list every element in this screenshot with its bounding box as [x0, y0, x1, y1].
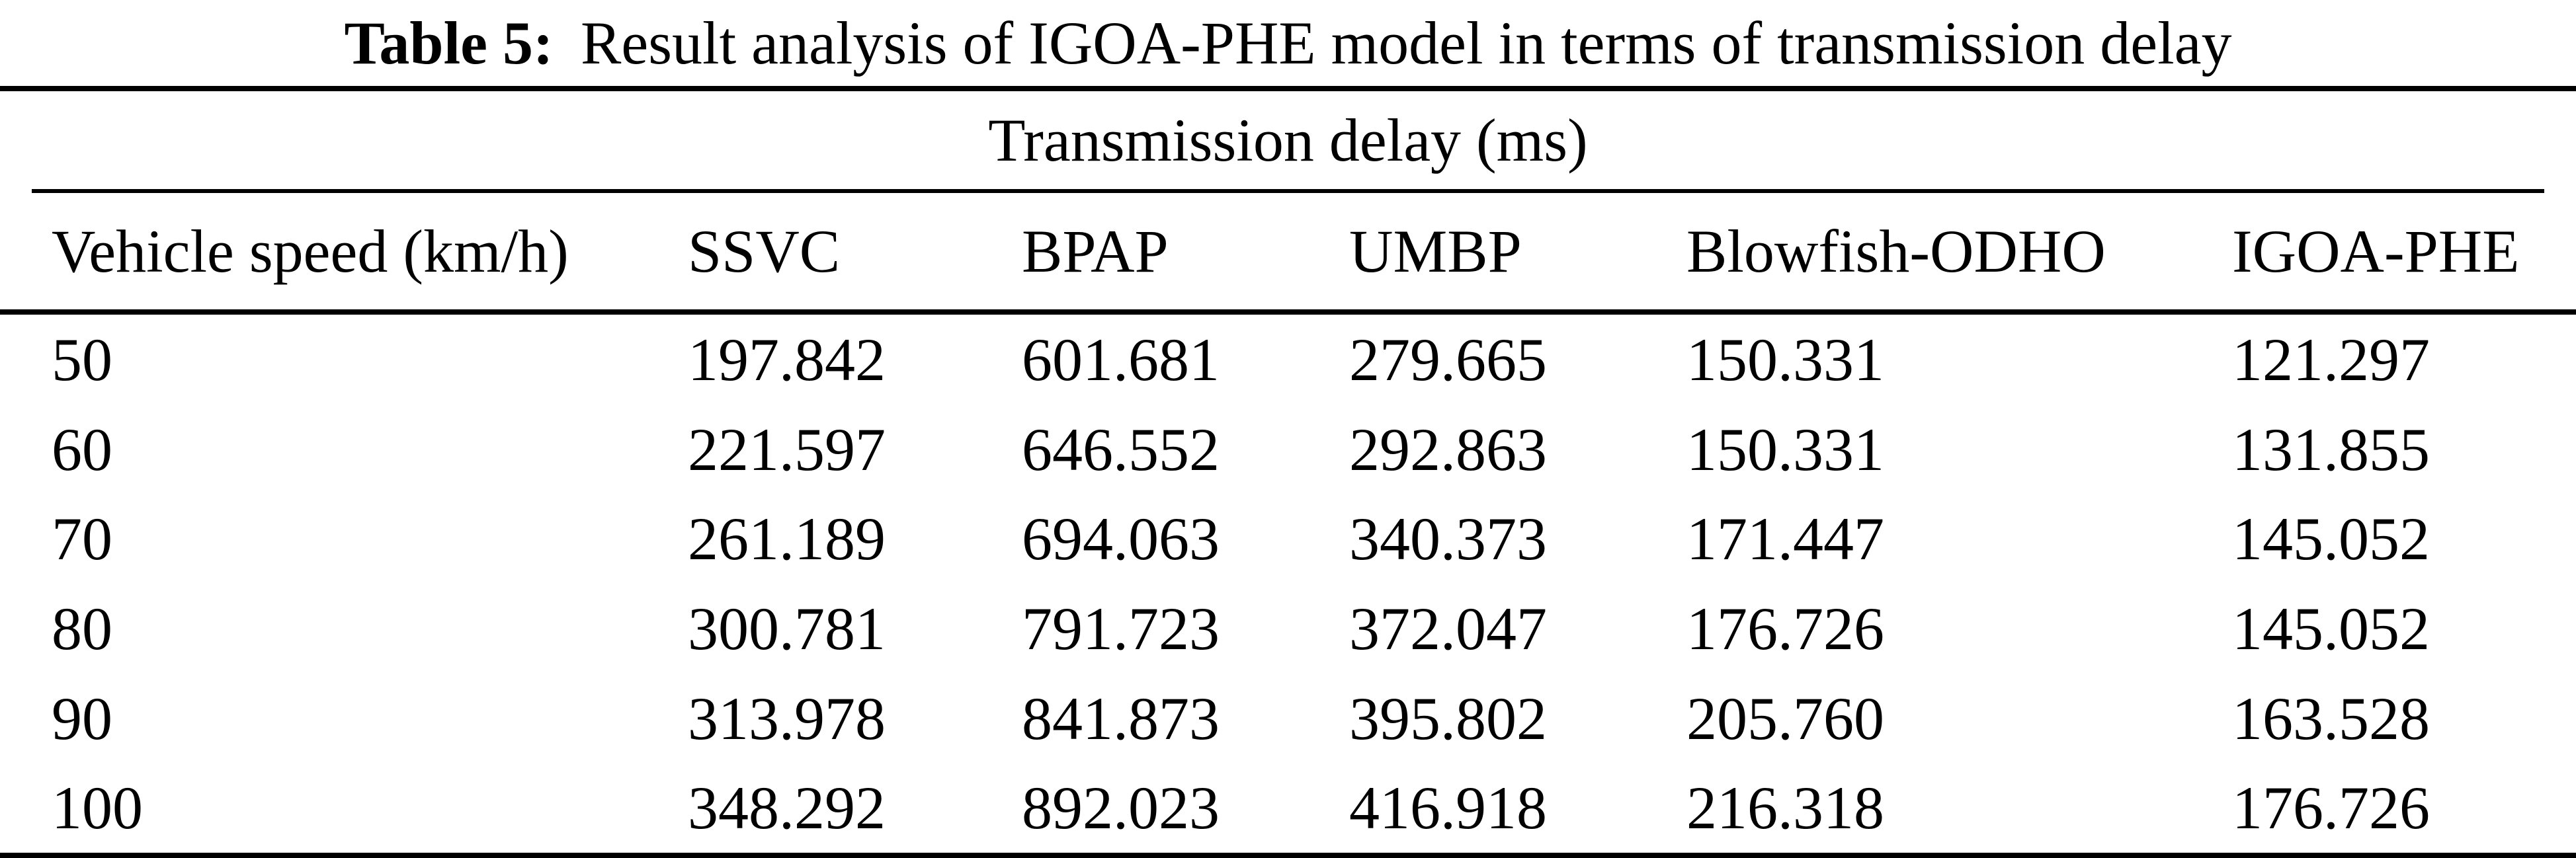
table-cell: 163.528 [2232, 684, 2430, 752]
table-cell: 646.552 [1022, 415, 1220, 483]
table-cell: 121.297 [2232, 325, 2430, 393]
table-row: 50 197.842 601.681 279.665 150.331 121.2… [0, 315, 2576, 405]
table-cell: 348.292 [688, 774, 886, 842]
row-label-speed: 100 [52, 774, 143, 842]
table-cell: 292.863 [1349, 415, 1547, 483]
row-label-speed: 90 [52, 684, 112, 752]
table-cell: 300.781 [688, 594, 886, 662]
table-row: 70 261.189 694.063 340.373 171.447 145.0… [0, 494, 2576, 584]
table-cell: 205.760 [1686, 684, 1884, 752]
table-cell: 694.063 [1022, 505, 1220, 573]
table-cell: 395.802 [1349, 684, 1547, 752]
table-cell: 176.726 [1686, 594, 1884, 662]
table-body: 50 197.842 601.681 279.665 150.331 121.2… [0, 315, 2576, 853]
table-cell: 841.873 [1022, 684, 1220, 752]
column-header-ssvc: SSVC [688, 217, 841, 285]
table-cell: 791.723 [1022, 594, 1220, 662]
rule-top [0, 86, 2576, 91]
table-cell: 150.331 [1686, 325, 1884, 393]
span-header-label: Transmission delay (ms) [988, 106, 1588, 174]
row-label-speed: 50 [52, 325, 112, 393]
rule-mid [32, 189, 2544, 193]
column-header-vehicle-speed: Vehicle speed (km/h) [52, 217, 569, 285]
table-cell: 176.726 [2232, 774, 2430, 842]
row-label-speed: 70 [52, 505, 112, 573]
table-cell: 416.918 [1349, 774, 1547, 842]
table-cell: 150.331 [1686, 415, 1884, 483]
column-header-row: Vehicle speed (km/h) SSVC BPAP UMBP Blow… [0, 193, 2576, 309]
column-header-igoa-phe: IGOA-PHE [2232, 217, 2520, 285]
table-row: 90 313.978 841.873 395.802 205.760 163.5… [0, 674, 2576, 763]
table-row: 100 348.292 892.023 416.918 216.318 176.… [0, 763, 2576, 853]
table-cell: 216.318 [1686, 774, 1884, 842]
table-cell: 197.842 [688, 325, 886, 393]
table-cell: 340.373 [1349, 505, 1547, 573]
row-label-speed: 60 [52, 415, 112, 483]
column-header-umbp: UMBP [1349, 217, 1522, 285]
table-number-label: Table 5: [344, 9, 554, 77]
table-caption-text: Result analysis of IGOA-PHE model in ter… [581, 9, 2232, 77]
table-cell: 131.855 [2232, 415, 2430, 483]
table-cell: 892.023 [1022, 774, 1220, 842]
table-cell: 313.978 [688, 684, 886, 752]
rule-bottom [0, 853, 2576, 858]
row-label-speed: 80 [52, 594, 112, 662]
table-cell: 145.052 [2232, 505, 2430, 573]
table-cell: 279.665 [1349, 325, 1547, 393]
column-header-bpap: BPAP [1022, 217, 1169, 285]
table-row: 80 300.781 791.723 372.047 176.726 145.0… [0, 584, 2576, 674]
rule-under-headers [0, 309, 2576, 315]
span-header-row: Transmission delay (ms) [0, 91, 2576, 189]
table-row: 60 221.597 646.552 292.863 150.331 131.8… [0, 405, 2576, 494]
table-cell: 261.189 [688, 505, 886, 573]
table-cell: 171.447 [1686, 505, 1884, 573]
table-cell: 221.597 [688, 415, 886, 483]
column-header-blowfish-odho: Blowfish-ODHO [1686, 217, 2106, 285]
table-cell: 145.052 [2232, 594, 2430, 662]
table-cell: 601.681 [1022, 325, 1220, 393]
table-caption: Table 5: Result analysis of IGOA-PHE mod… [0, 0, 2576, 86]
table-cell: 372.047 [1349, 594, 1547, 662]
